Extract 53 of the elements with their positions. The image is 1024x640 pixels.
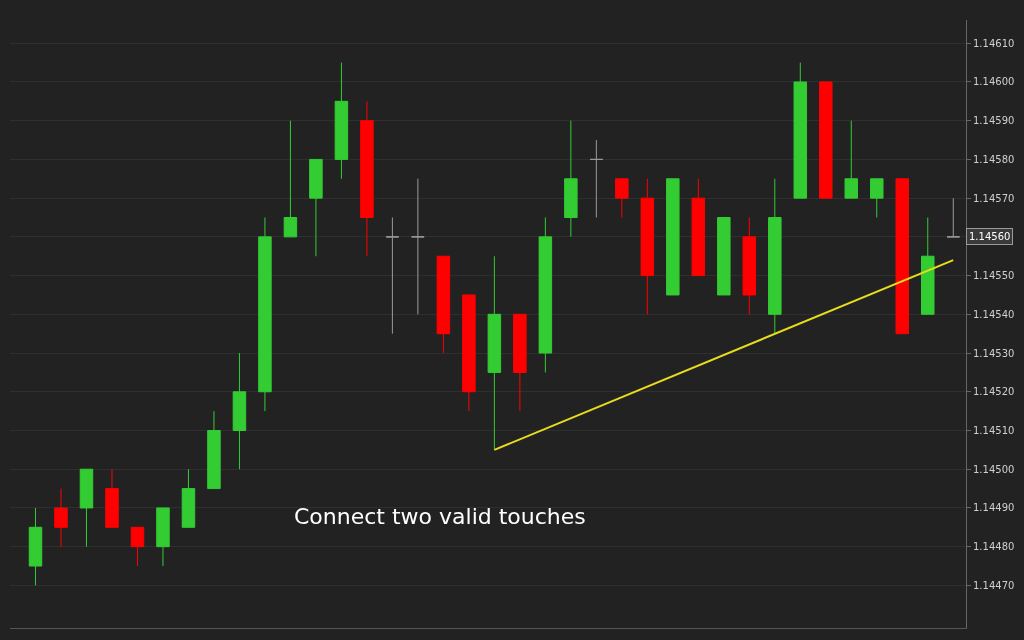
y-tick-label: 1.14510: [973, 425, 1015, 436]
candlestick: [793, 62, 808, 199]
y-tick-label: 1.14490: [973, 502, 1015, 514]
y-tick-label: 1.14470: [973, 579, 1015, 591]
y-tick-label: 1.14580: [973, 153, 1015, 165]
candlestick: [79, 468, 94, 548]
candlestick: [28, 507, 43, 586]
candlestick: [564, 120, 578, 238]
candlestick: [513, 313, 527, 412]
candlestick: [283, 120, 298, 238]
y-tick-label: 1.14540: [973, 308, 1015, 320]
candlestick: [742, 217, 757, 315]
candlestick: [334, 62, 349, 180]
candlestick: [181, 468, 196, 528]
candlestick: [946, 197, 960, 238]
candlestick: [691, 178, 706, 277]
candlestick: [105, 468, 119, 528]
candlestick: [487, 255, 502, 451]
candlestick: [360, 100, 374, 257]
candlestick: [666, 178, 680, 296]
candlestick: [844, 120, 859, 199]
candlestick: [870, 178, 884, 218]
candlestick: [921, 217, 935, 315]
candlestick: [232, 352, 247, 470]
candlestick: [54, 488, 68, 548]
candlestick: [411, 178, 425, 315]
candlestick: [207, 410, 221, 490]
annotation: Connect two valid touches: [294, 504, 586, 529]
candlestick: [156, 507, 170, 567]
candlestick: [258, 217, 272, 412]
y-tick-label: 1.14500: [973, 463, 1015, 475]
y-tick-label: 1.14590: [973, 115, 1015, 127]
candlestick: [309, 158, 323, 257]
y-tick-label: 1.14600: [973, 76, 1015, 88]
y-tick-label: 1.14480: [973, 541, 1015, 553]
candlestick: [640, 178, 655, 315]
candlestick: [615, 178, 629, 218]
candlestick: [717, 217, 731, 296]
text: 1.14560: [969, 231, 1011, 242]
y-tick-label: 1.14570: [973, 192, 1015, 204]
candlestick: [819, 81, 833, 199]
y-tick-label: 1.14550: [973, 270, 1015, 282]
y-tick-label: 1.14530: [973, 347, 1015, 359]
candlestick: [768, 178, 782, 335]
candlestick: [538, 217, 553, 373]
candlestick: [130, 526, 145, 567]
candlestick: [385, 217, 400, 335]
candlestick: [462, 294, 476, 412]
candlestick: [895, 178, 910, 335]
y-tick-label: 1.14520: [973, 386, 1015, 398]
candlestick: [436, 255, 451, 354]
candlestick: [589, 139, 604, 218]
y-tick-label: 1.14610: [973, 37, 1015, 49]
